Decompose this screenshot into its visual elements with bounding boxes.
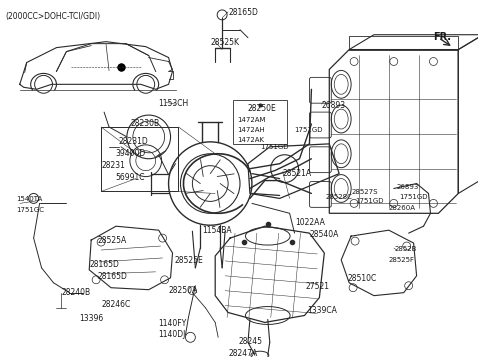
Text: 28527S: 28527S bbox=[351, 189, 378, 194]
Text: 1751GD: 1751GD bbox=[355, 198, 384, 204]
Text: 1751GD: 1751GD bbox=[295, 127, 323, 133]
Text: 28231: 28231 bbox=[101, 161, 125, 170]
Text: 39400D: 39400D bbox=[115, 149, 145, 158]
Text: 28525E: 28525E bbox=[175, 256, 203, 265]
Text: (2000CC>DOHC-TCI/GDI): (2000CC>DOHC-TCI/GDI) bbox=[6, 12, 101, 21]
Text: 28525K: 28525K bbox=[210, 38, 239, 47]
Text: 28260A: 28260A bbox=[389, 205, 416, 211]
Text: 26893: 26893 bbox=[397, 184, 419, 190]
Text: 28246C: 28246C bbox=[101, 300, 131, 309]
Text: 13396: 13396 bbox=[79, 314, 104, 323]
Text: 28165D: 28165D bbox=[89, 260, 119, 269]
Text: 28250A: 28250A bbox=[168, 286, 198, 295]
Text: 1140FY: 1140FY bbox=[159, 319, 187, 328]
Text: 28165D: 28165D bbox=[228, 8, 258, 17]
Text: 28525A: 28525A bbox=[97, 236, 126, 245]
Text: 1472AK: 1472AK bbox=[237, 137, 264, 143]
Text: 28540A: 28540A bbox=[310, 230, 339, 239]
Text: 1472AH: 1472AH bbox=[237, 127, 265, 133]
Text: 28247A: 28247A bbox=[228, 349, 257, 358]
Text: 28250E: 28250E bbox=[248, 104, 276, 113]
Text: 28240B: 28240B bbox=[61, 288, 91, 297]
Text: 1472AM: 1472AM bbox=[237, 117, 265, 123]
Text: FR.: FR. bbox=[433, 32, 452, 42]
Text: 1540TA: 1540TA bbox=[16, 197, 42, 202]
Text: 26893: 26893 bbox=[321, 101, 346, 110]
Text: 1751GD: 1751GD bbox=[260, 144, 288, 150]
Text: 1339CA: 1339CA bbox=[308, 306, 337, 315]
Text: 28528C: 28528C bbox=[325, 194, 352, 201]
Text: 28231D: 28231D bbox=[119, 137, 149, 146]
Text: 1751GC: 1751GC bbox=[16, 207, 44, 213]
Text: 1153CH: 1153CH bbox=[159, 99, 189, 108]
Text: 2852B: 2852B bbox=[395, 246, 417, 252]
Text: 27521: 27521 bbox=[305, 282, 329, 291]
Text: 1154BA: 1154BA bbox=[202, 226, 232, 235]
Text: 56991C: 56991C bbox=[115, 173, 144, 182]
Text: 28230B: 28230B bbox=[131, 119, 160, 128]
Text: 28245: 28245 bbox=[238, 337, 262, 346]
Text: 28165D: 28165D bbox=[97, 272, 127, 281]
Text: 1022AA: 1022AA bbox=[296, 218, 325, 227]
Text: 1140DJ: 1140DJ bbox=[159, 330, 186, 339]
Text: 28525F: 28525F bbox=[389, 257, 415, 263]
Text: 1751GD: 1751GD bbox=[399, 194, 427, 201]
Text: 28510C: 28510C bbox=[347, 274, 376, 283]
Text: 28521A: 28521A bbox=[283, 168, 312, 177]
